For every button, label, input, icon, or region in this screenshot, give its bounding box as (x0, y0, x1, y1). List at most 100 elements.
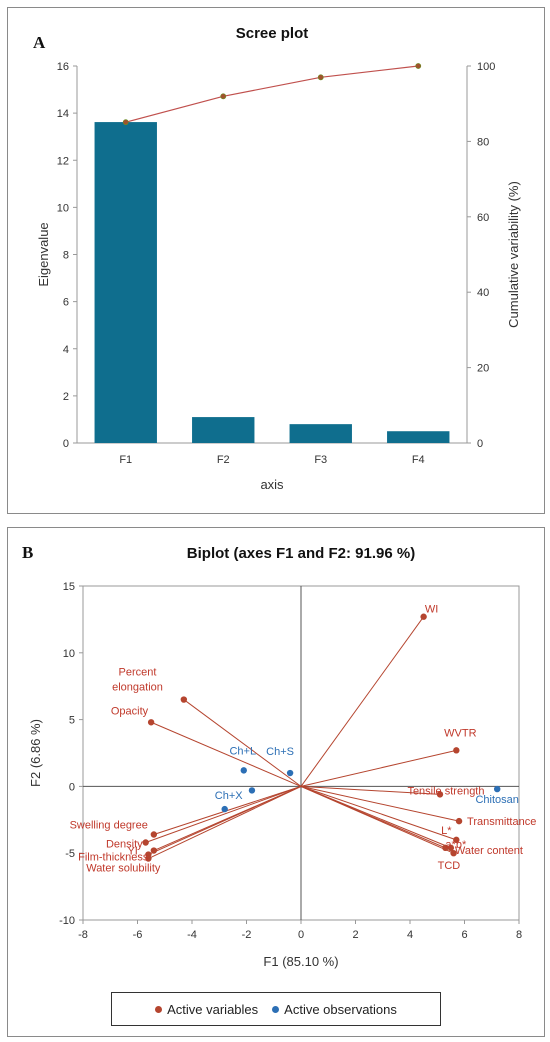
observation-point (248, 787, 256, 794)
y2-axis-label: Cumulative variability (%) (506, 181, 521, 328)
variable-label: WVTR (444, 727, 476, 739)
y-tick-label: 10 (57, 202, 69, 214)
y-axis-label: F2 (6.86 %) (28, 719, 43, 787)
cumulative-point (122, 119, 129, 126)
x-tick-label: 2 (352, 929, 358, 941)
y-tick-label: 15 (63, 581, 75, 593)
variable-vector (300, 785, 441, 795)
y-tick-label: 14 (57, 108, 69, 120)
variable-label: L* (441, 825, 452, 837)
observation-point (240, 767, 247, 774)
cumulative-line (125, 65, 419, 123)
x-tick-label: 6 (461, 929, 467, 941)
panel-a-letter: A (33, 33, 46, 52)
x-tick-label: -2 (242, 929, 252, 941)
variable-point (180, 696, 188, 703)
y2-tick-label: 60 (477, 212, 489, 224)
chart-title: Scree plot (236, 25, 309, 42)
y-tick-label: 5 (69, 715, 75, 727)
x-tick-label: 4 (407, 929, 413, 941)
variable-vector (300, 785, 457, 841)
chart-title: Biplot (axes F1 and F2: 91.96 %) (187, 545, 415, 562)
observation-point (286, 769, 294, 777)
y-tick-label: 0 (69, 781, 75, 793)
panel-b-letter: B (22, 543, 34, 562)
variable-point (150, 831, 158, 838)
variable-point (450, 850, 457, 857)
x-axis-label: F1 (85.10 %) (263, 954, 338, 969)
variable-point (150, 847, 158, 854)
observation-point (221, 805, 228, 813)
variable-label: a*b* (445, 839, 467, 851)
variable-label: Percent elongation (112, 667, 163, 694)
y-tick-label: 10 (63, 648, 75, 660)
variable-label: Transmittance (467, 816, 536, 828)
legend-item-variables: Active variables (155, 1002, 258, 1017)
variable-label: Film-thickness (78, 852, 149, 864)
eigenvalue-bar (289, 424, 352, 443)
variable-vector (300, 785, 454, 854)
x-tick-label: F3 (314, 454, 327, 466)
y-tick-label: 12 (57, 155, 69, 167)
legend-observations-marker (272, 1005, 280, 1013)
variable-point (145, 855, 152, 862)
biplot-panel (7, 527, 545, 1037)
y-axis-label: Eigenvalue (36, 222, 51, 286)
x-tick-label: 8 (516, 929, 522, 941)
observation-label: Ch+L (229, 745, 256, 757)
variable-point (455, 817, 463, 825)
x-tick-label: F1 (119, 454, 132, 466)
variable-vector (150, 721, 302, 787)
eigenvalue-bar (387, 431, 450, 443)
variable-vector (300, 785, 460, 822)
legend-variables-marker (155, 1005, 163, 1013)
y-tick-label: 2 (63, 391, 69, 403)
variable-point (420, 613, 427, 620)
biplot-legend: Active variables Active observations (111, 992, 441, 1026)
variable-label: Opacity (111, 705, 149, 717)
y2-tick-label: 40 (477, 287, 489, 299)
y-tick-label: 16 (57, 61, 69, 73)
legend-observations-label: Active observations (284, 1001, 397, 1017)
variable-point (453, 747, 460, 754)
variable-label: Density (106, 839, 143, 851)
variable-point (453, 836, 460, 844)
variable-label: Swelling degree (70, 819, 148, 831)
eigenvalue-bar (94, 122, 157, 444)
y-tick-label: -10 (59, 915, 75, 927)
y2-tick-label: 20 (477, 363, 489, 375)
variable-label: Tensile strength (407, 785, 484, 797)
variable-label: YI (127, 846, 137, 858)
y2-tick-label: 100 (477, 61, 495, 73)
y-tick-label: -5 (65, 848, 75, 860)
x-tick-label: F2 (217, 454, 230, 466)
variable-label: Water solubility (86, 863, 161, 875)
variable-point (447, 844, 455, 852)
x-tick-label: F4 (412, 454, 425, 466)
variable-point (142, 839, 149, 846)
y-tick-label: 4 (63, 344, 69, 356)
variable-vector (183, 699, 302, 787)
x-tick-label: 0 (298, 929, 304, 941)
variable-point (436, 791, 444, 798)
variable-label: Water content (455, 845, 523, 857)
y2-tick-label: 0 (477, 438, 483, 450)
cumulative-point (415, 63, 422, 69)
y2-tick-label: 80 (477, 136, 489, 148)
observation-label: Ch+X (215, 790, 243, 802)
variable-vector (300, 749, 457, 787)
variable-vector (148, 785, 302, 859)
variable-vector (145, 785, 302, 843)
variable-vector (300, 616, 425, 787)
x-tick-label: -4 (187, 929, 197, 941)
y-tick-label: 6 (63, 297, 69, 309)
observation-label: Chitosan (475, 794, 518, 806)
eigenvalue-bar (192, 417, 255, 443)
x-axis-label: axis (260, 477, 284, 492)
variable-point (147, 719, 155, 726)
observation-point (494, 785, 501, 793)
cumulative-point (317, 74, 324, 81)
variable-vector (148, 785, 302, 855)
variable-label: WI (425, 604, 438, 616)
